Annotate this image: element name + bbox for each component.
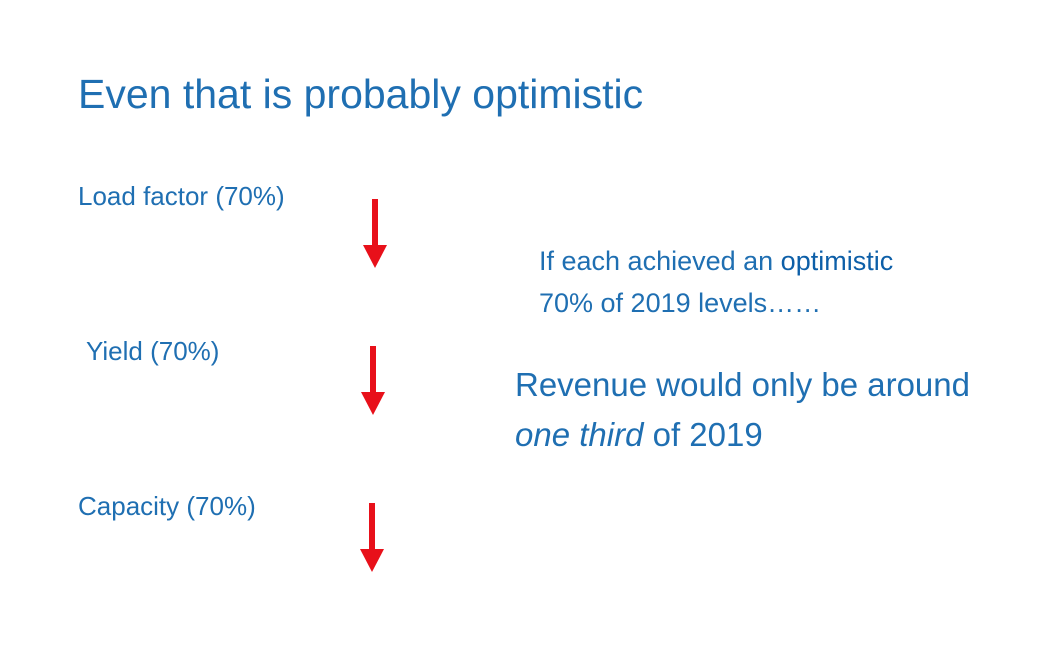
factor-label-capacity: Capacity (70%) [78,491,256,521]
assumption-note-prefix: If each achieved an [539,246,781,276]
assumption-note-line-1: If each achieved an optimistic [539,240,893,282]
down-arrow-icon [363,199,387,268]
revenue-conclusion-italic: one third [515,416,644,453]
assumption-note-emphasis: optimistic [780,246,894,276]
revenue-conclusion-rest: of 2019 [643,416,763,453]
down-arrow-icon [360,503,384,572]
factor-label-load-factor: Load factor (70%) [78,181,285,211]
revenue-conclusion-line-1: Revenue would only be around [515,366,970,403]
assumption-note-line-2: 70% of 2019 levels…… [539,288,822,318]
down-arrow-icon [361,346,385,415]
revenue-conclusion-line-2: one third of 2019 [515,410,970,460]
revenue-conclusion: Revenue would only be around one third o… [515,360,970,460]
slide-title: Even that is probably optimistic [78,71,644,117]
assumption-note: If each achieved an optimistic 70% of 20… [539,240,893,324]
factor-label-yield: Yield (70%) [86,336,220,366]
